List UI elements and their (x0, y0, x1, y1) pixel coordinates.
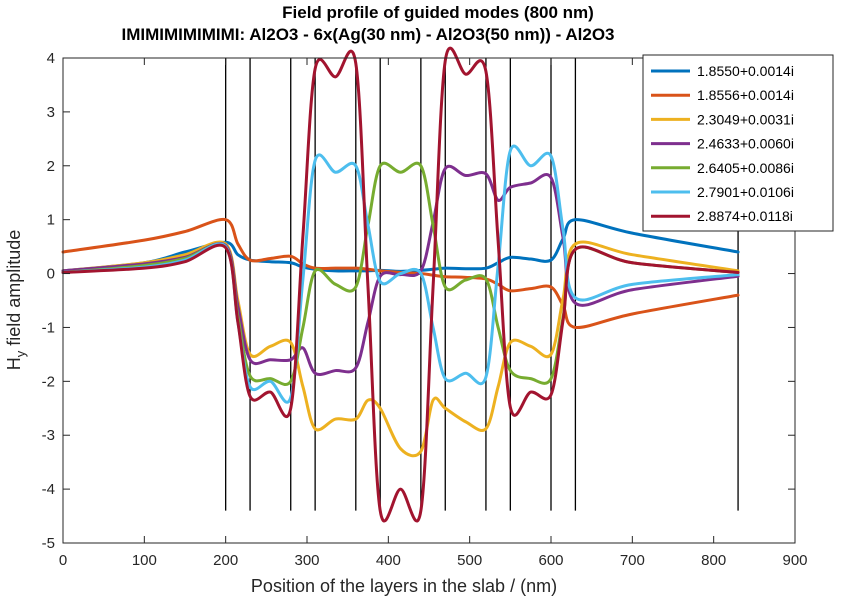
chart-title: Field profile of guided modes (800 nm) (282, 3, 594, 22)
legend-label: 1.8556+0.0014i (697, 87, 794, 103)
legend: 1.8550+0.0014i 1.8556+0.0014i 2.3049+0.003… (642, 54, 834, 232)
x-tick-label: 400 (376, 552, 401, 569)
y-tick-label: -2 (42, 373, 55, 390)
x-tick-label: 900 (782, 552, 807, 569)
legend-label: 2.7901+0.0106i (697, 184, 794, 200)
y-tick-label: 1 (47, 212, 55, 229)
legend-label: 2.8874+0.0118i (697, 208, 793, 224)
series-layer (61, 46, 740, 523)
axes-box (62, 57, 796, 544)
legend-label: 2.4633+0.0060i (697, 136, 794, 152)
y-axis-label-main: H (4, 357, 24, 370)
x-tick-label: 800 (701, 552, 726, 569)
chart-subtitle: IMIMIMIMIMIMI: Al2O3 - 6x(Ag(30 nm) - Al… (121, 25, 614, 44)
y-tick-label: 4 (47, 50, 55, 67)
series-line-7 (61, 46, 740, 523)
y-tick-label: -5 (42, 535, 55, 552)
y-axis-ticks: 4 3 2 1 0 -1 -2 -3 -4 -5 (42, 50, 795, 552)
y-axis-label-sub: y (13, 350, 28, 357)
y-tick-label: 0 (47, 266, 55, 283)
x-tick-label: 500 (457, 552, 482, 569)
y-tick-label: -4 (42, 481, 55, 498)
x-tick-label: 200 (213, 552, 238, 569)
legend-label: 1.8550+0.0014i (697, 63, 794, 79)
y-axis-label-rest: field amplitude (4, 230, 24, 351)
y-tick-label: -3 (42, 427, 55, 444)
x-tick-label: 600 (538, 552, 563, 569)
y-tick-label: -1 (42, 319, 55, 336)
legend-label: 2.3049+0.0031i (697, 111, 794, 127)
series-line-4 (61, 164, 740, 376)
x-tick-label: 0 (59, 552, 67, 569)
x-tick-label: 300 (294, 552, 319, 569)
x-tick-label: 100 (132, 552, 157, 569)
y-tick-label: 2 (47, 158, 55, 175)
x-axis-ticks: 0 100 200 300 400 500 600 700 800 900 (59, 58, 808, 569)
y-axis-label: Hy field amplitude (4, 230, 28, 371)
x-tick-label: 700 (620, 552, 645, 569)
y-tick-label: 3 (47, 104, 55, 121)
legend-label: 2.6405+0.0086i (697, 160, 794, 176)
x-axis-label: Position of the layers in the slab / (nm… (251, 576, 557, 596)
